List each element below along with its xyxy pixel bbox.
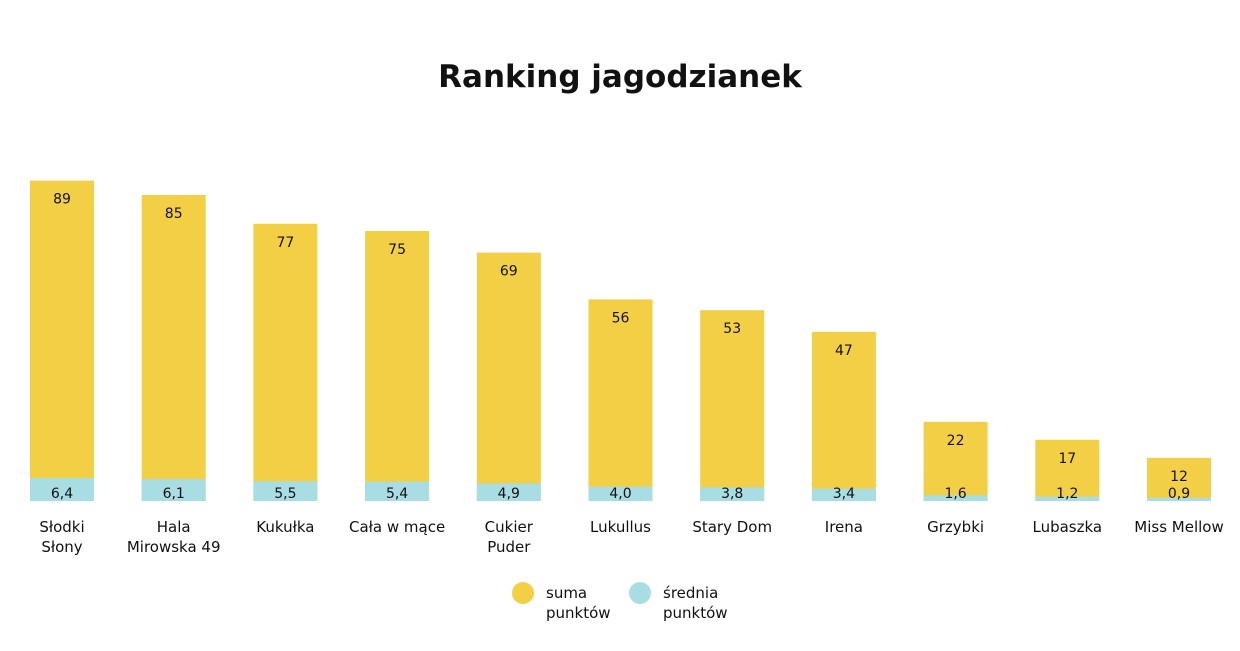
data-label-srednia: 6,1	[163, 486, 185, 502]
bar-suma	[700, 310, 765, 501]
bar-srednia	[700, 487, 765, 501]
x-tick-label: Irena	[825, 518, 863, 536]
legend-label: punktów	[546, 604, 611, 622]
bar-srednia	[365, 481, 430, 501]
data-label-suma: 53	[723, 321, 741, 337]
legend-label: średnia	[663, 584, 718, 602]
bar-srednia	[141, 479, 206, 501]
bar-suma	[811, 331, 876, 501]
x-tick-label: Lubaszka	[1032, 518, 1102, 536]
x-tick-label: Hala	[157, 518, 191, 536]
bar-srednia	[923, 495, 988, 501]
data-label-srednia: 4,9	[498, 486, 520, 502]
x-tick-label: Cukier	[485, 518, 534, 536]
x-tick-label: Mirowska 49	[127, 538, 221, 556]
data-label-srednia: 3,4	[833, 486, 855, 502]
bar-suma	[365, 231, 430, 501]
x-tick-label: Grzybki	[927, 518, 984, 536]
data-label-suma: 85	[165, 206, 183, 222]
legend-label: suma	[546, 584, 587, 602]
bar-srednia	[476, 483, 541, 501]
bar-srednia	[30, 477, 94, 501]
bar-suma	[588, 299, 653, 501]
data-label-suma: 89	[53, 192, 71, 208]
bar-suma	[30, 180, 94, 501]
x-tick-label: Kukułka	[256, 518, 314, 536]
legend-swatch	[512, 582, 534, 604]
data-label-suma: 69	[500, 264, 518, 280]
data-label-srednia: 1,6	[944, 486, 966, 502]
bar-suma	[1147, 457, 1211, 501]
bar-suma	[141, 195, 206, 501]
bar-srednia	[811, 488, 876, 501]
x-tick-label: Miss Mellow	[1134, 518, 1223, 536]
data-label-srednia: 4,0	[609, 486, 631, 502]
bar-srednia	[1147, 497, 1211, 501]
bar-srednia	[588, 486, 653, 501]
x-tick-label: Cała w mące	[349, 518, 445, 536]
data-label-srednia: 1,2	[1056, 486, 1078, 502]
data-label-suma: 22	[947, 433, 965, 449]
data-label-srednia: 3,8	[721, 486, 743, 502]
x-tick-label: Słony	[41, 538, 82, 556]
legend-label: punktów	[663, 604, 728, 622]
x-tick-label: Słodki	[39, 518, 84, 536]
data-label-srednia: 5,4	[386, 486, 408, 502]
x-tick-label: Lukullus	[590, 518, 651, 536]
bar-suma	[1035, 439, 1100, 501]
bar-suma	[476, 252, 541, 501]
data-label-srednia: 5,5	[274, 486, 296, 502]
chart-title: Ranking jagodzianek	[438, 59, 803, 95]
x-tick-label: Puder	[487, 538, 531, 556]
bar-srednia	[1035, 496, 1100, 501]
bar-srednia	[253, 481, 318, 501]
x-tick-label: Stary Dom	[692, 518, 772, 536]
data-label-suma: 77	[276, 235, 294, 251]
data-label-suma: 47	[835, 343, 853, 359]
data-label-suma: 17	[1058, 451, 1076, 467]
bar-suma	[923, 421, 988, 501]
legend-swatch	[629, 582, 651, 604]
data-label-srednia: 6,4	[51, 486, 73, 502]
data-label-suma: 12	[1170, 469, 1188, 485]
data-label-srednia: 0,9	[1168, 486, 1190, 502]
data-label-suma: 75	[388, 242, 406, 258]
bar-suma	[253, 223, 318, 502]
data-label-suma: 56	[612, 310, 630, 326]
